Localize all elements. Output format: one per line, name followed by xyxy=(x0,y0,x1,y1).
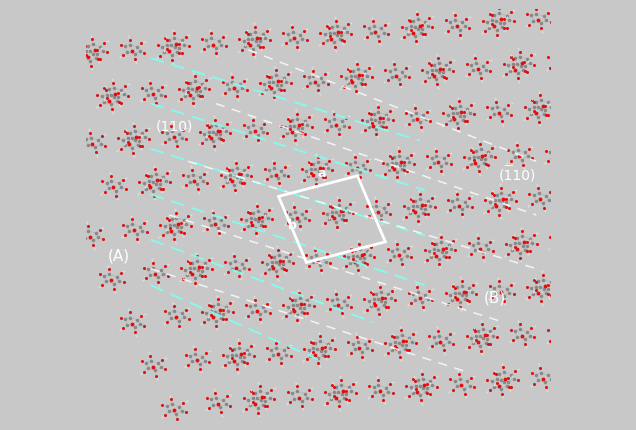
Text: a: a xyxy=(317,167,326,180)
Text: (110): (110) xyxy=(155,119,193,133)
Text: (B): (B) xyxy=(483,290,506,305)
Text: b: b xyxy=(288,219,297,232)
Text: —: — xyxy=(504,160,513,170)
Text: (A): (A) xyxy=(107,249,129,264)
Text: (110): (110) xyxy=(499,169,536,183)
